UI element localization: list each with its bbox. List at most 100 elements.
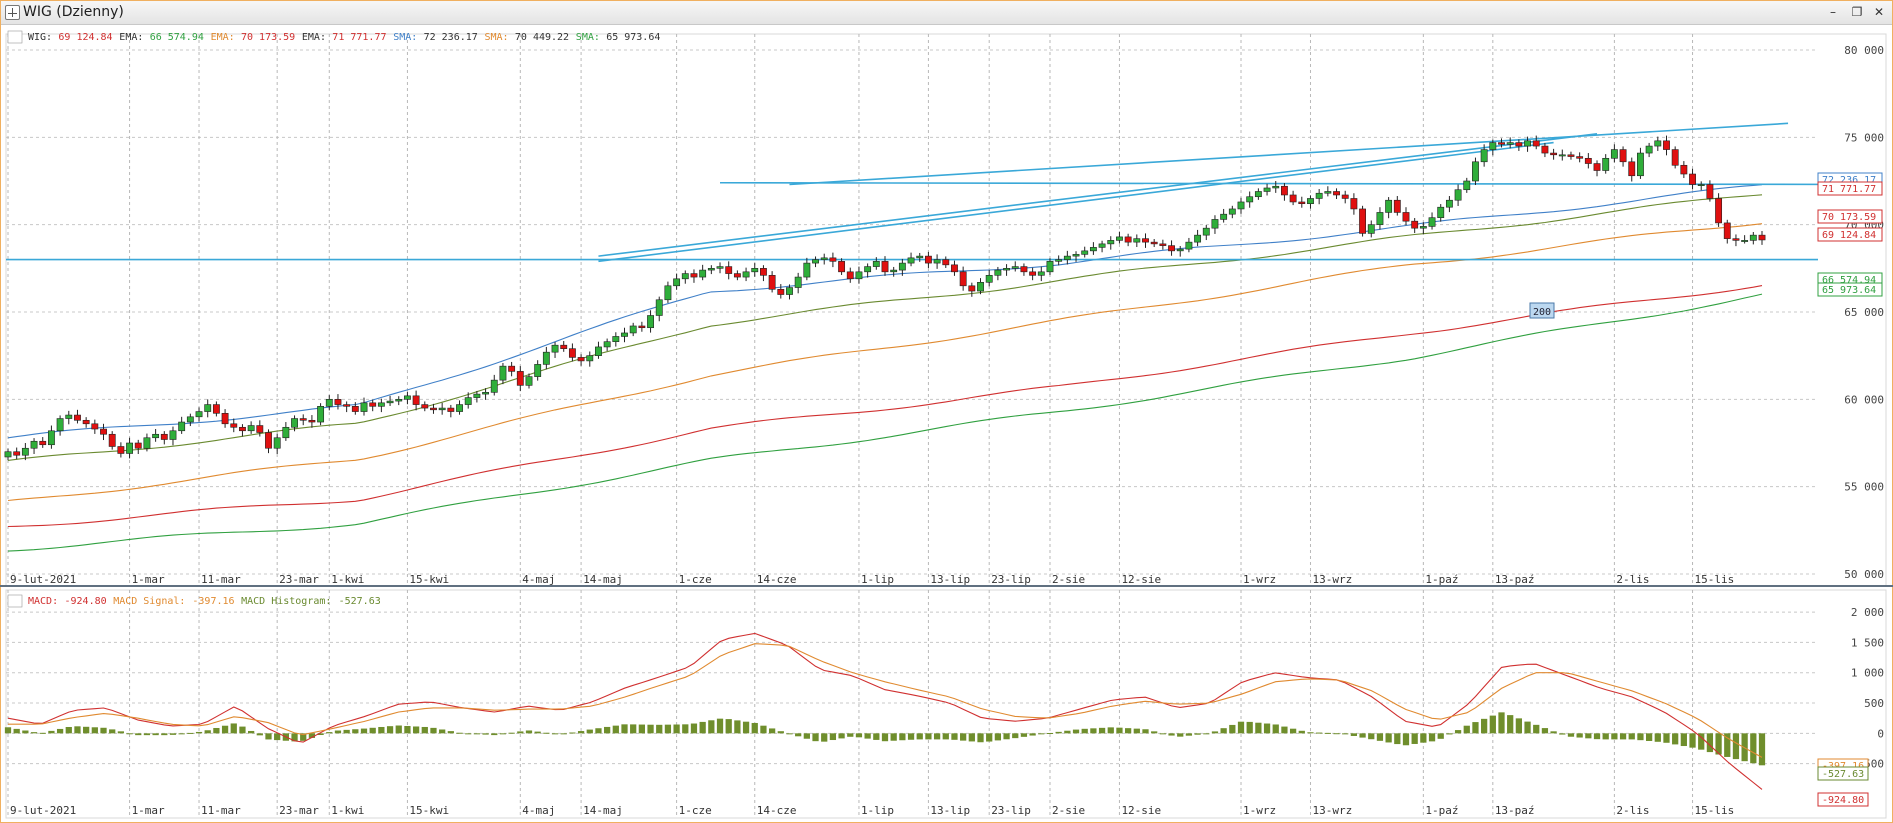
candle[interactable] — [100, 428, 107, 435]
candle[interactable] — [1567, 154, 1575, 157]
candle[interactable] — [890, 269, 898, 273]
candle[interactable] — [1628, 161, 1636, 177]
candle[interactable] — [152, 433, 160, 439]
candle[interactable] — [525, 376, 533, 386]
candle[interactable] — [1697, 184, 1705, 186]
candle[interactable] — [1159, 243, 1167, 246]
candle[interactable] — [334, 399, 342, 405]
candle[interactable] — [195, 411, 203, 418]
candle[interactable] — [360, 402, 368, 412]
candle[interactable] — [1280, 185, 1288, 196]
candle[interactable] — [421, 404, 429, 409]
candle[interactable] — [1020, 266, 1028, 273]
candle[interactable] — [1333, 191, 1340, 196]
candle[interactable] — [456, 404, 463, 412]
candle[interactable] — [56, 418, 64, 432]
candle[interactable] — [134, 442, 142, 449]
candle[interactable] — [655, 299, 663, 316]
candle[interactable] — [1072, 254, 1080, 257]
candle[interactable] — [1098, 243, 1106, 248]
candle[interactable] — [256, 425, 264, 433]
candle[interactable] — [1593, 163, 1601, 171]
candle[interactable] — [169, 430, 177, 440]
candle[interactable] — [681, 273, 689, 280]
candle[interactable] — [499, 365, 507, 381]
candle[interactable] — [1254, 191, 1262, 198]
candle[interactable] — [924, 255, 932, 264]
candle[interactable] — [898, 262, 906, 271]
candle[interactable] — [1324, 191, 1332, 194]
candle[interactable] — [1541, 145, 1549, 154]
candle[interactable] — [1150, 241, 1158, 245]
candle[interactable] — [560, 344, 568, 349]
candle[interactable] — [820, 257, 828, 260]
candle[interactable] — [1272, 185, 1280, 189]
candle[interactable] — [933, 259, 941, 264]
candle[interactable] — [603, 341, 611, 348]
candle[interactable] — [977, 282, 984, 292]
candle[interactable] — [1532, 140, 1540, 147]
candle[interactable] — [82, 419, 90, 425]
candle[interactable] — [760, 268, 767, 276]
candle[interactable] — [65, 414, 73, 419]
candle[interactable] — [403, 395, 411, 400]
candle[interactable] — [907, 257, 915, 264]
candle[interactable] — [733, 273, 741, 278]
candle[interactable] — [742, 271, 750, 278]
candle[interactable] — [1715, 198, 1723, 224]
candle[interactable] — [1237, 201, 1245, 210]
candle[interactable] — [1202, 227, 1210, 236]
candle[interactable] — [673, 278, 681, 287]
candle[interactable] — [1602, 157, 1610, 171]
candle[interactable] — [299, 418, 307, 421]
candle[interactable] — [1419, 226, 1427, 229]
candle[interactable] — [4, 451, 12, 458]
candle[interactable] — [308, 419, 316, 423]
candle[interactable] — [126, 442, 133, 454]
candle[interactable] — [1437, 206, 1445, 218]
candle[interactable] — [794, 276, 802, 288]
candle[interactable] — [1289, 194, 1297, 203]
candle[interactable] — [864, 266, 872, 273]
candle[interactable] — [369, 402, 377, 407]
candle[interactable] — [985, 275, 993, 283]
candle[interactable] — [1220, 213, 1228, 220]
candle[interactable] — [1402, 212, 1410, 222]
candle[interactable] — [221, 413, 229, 425]
candle[interactable] — [690, 273, 698, 278]
candle[interactable] — [664, 285, 672, 301]
macd-legend-toggle-icon[interactable] — [7, 594, 23, 608]
candle[interactable] — [1246, 196, 1254, 203]
macd-panel[interactable] — [5, 589, 1887, 819]
candle[interactable] — [1732, 238, 1740, 241]
candle[interactable] — [74, 414, 81, 421]
candle[interactable] — [1168, 245, 1175, 252]
candle[interactable] — [464, 397, 472, 405]
candle[interactable] — [447, 407, 455, 412]
candle[interactable] — [343, 404, 351, 407]
candle[interactable] — [1706, 184, 1714, 199]
candle[interactable] — [716, 266, 724, 269]
candle[interactable] — [178, 421, 186, 432]
candle[interactable] — [1454, 189, 1462, 201]
candle[interactable] — [829, 257, 837, 262]
candle[interactable] — [803, 262, 811, 278]
candle[interactable] — [1411, 220, 1419, 229]
candle[interactable] — [812, 259, 819, 264]
candle[interactable] — [916, 255, 924, 259]
candle[interactable] — [1489, 142, 1497, 150]
candle[interactable] — [291, 418, 298, 428]
candle[interactable] — [1055, 259, 1063, 262]
candle[interactable] — [1307, 198, 1314, 205]
candle[interactable] — [1046, 261, 1054, 273]
candle[interactable] — [1142, 238, 1149, 243]
trend-line[interactable] — [598, 133, 1598, 257]
candle[interactable] — [13, 451, 21, 456]
candle[interactable] — [1663, 140, 1670, 150]
title-bar[interactable]: WIG (Dzienny) – ❐ ✕ — [1, 1, 1892, 25]
candle[interactable] — [351, 406, 359, 412]
candle[interactable] — [577, 357, 585, 362]
candle[interactable] — [855, 271, 863, 280]
candle[interactable] — [377, 402, 385, 407]
